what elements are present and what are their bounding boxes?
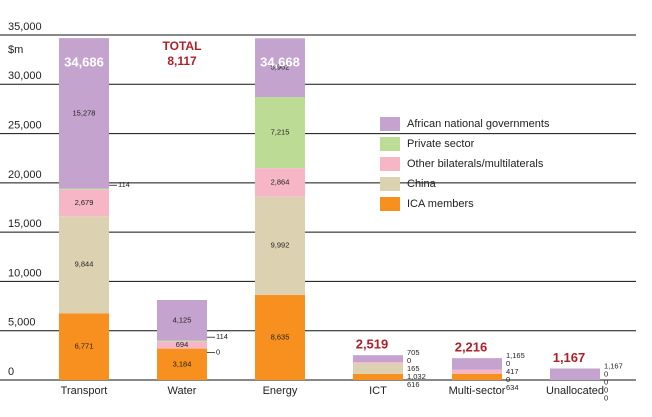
x-tick-label: Energy <box>263 385 298 397</box>
value-label: 6,771 <box>75 342 94 351</box>
value-label: 0 <box>604 377 608 386</box>
bar-segment <box>157 340 207 342</box>
value-label: 0 <box>506 359 510 368</box>
legend-label: ICA members <box>407 198 474 210</box>
y-tick-label: 30,000 <box>8 70 42 82</box>
value-label: 0 <box>216 348 220 357</box>
value-label: 8,635 <box>271 332 290 341</box>
value-label: 15,278 <box>73 108 96 117</box>
legend-label: China <box>407 178 437 190</box>
bar-segment <box>353 373 403 380</box>
y-tick-label: 35,000 <box>8 21 42 33</box>
bar-segment <box>59 188 109 190</box>
y-tick-label: 25,000 <box>8 119 42 131</box>
value-label: 1,165 <box>506 351 525 360</box>
bar-segment <box>255 196 305 295</box>
value-label: 616 <box>407 380 420 389</box>
bar-segment <box>59 313 109 380</box>
value-label: 0 <box>604 385 608 394</box>
bar-segment <box>157 299 207 341</box>
bar-segment <box>157 348 207 380</box>
total-caption: TOTAL <box>163 39 202 53</box>
x-tick-label: Unallocated <box>546 385 604 397</box>
value-label: 417 <box>506 367 519 376</box>
bar-segment <box>452 369 502 374</box>
bar-segment <box>452 358 502 370</box>
bar-segment <box>59 189 109 217</box>
value-label: 7,215 <box>271 128 290 137</box>
total-label: 1,167 <box>553 350 586 365</box>
y-tick-label: 20,000 <box>8 169 42 181</box>
value-label: 705 <box>407 348 420 357</box>
x-tick-label: Multi-sector <box>449 385 506 397</box>
bar-segment <box>353 355 403 363</box>
total-label: 34,686 <box>64 55 104 70</box>
bar-segment <box>255 294 305 380</box>
value-label: 114 <box>118 180 130 189</box>
legend-swatch <box>380 197 400 211</box>
value-label: 0 <box>506 375 510 384</box>
value-label: 634 <box>506 383 519 392</box>
value-label: 2,864 <box>271 177 290 186</box>
value-label: 114 <box>216 332 228 341</box>
total-label: 2,216 <box>455 340 488 355</box>
bar-segment <box>353 362 403 364</box>
legend-swatch <box>380 157 400 171</box>
value-label: 0 <box>407 356 411 365</box>
bar-segment <box>157 341 207 349</box>
value-label: 0 <box>604 369 608 378</box>
y-tick-label: 15,000 <box>8 218 42 230</box>
value-label: 1,167 <box>604 361 623 370</box>
value-label: 694 <box>176 340 189 349</box>
value-label: 5,962 <box>271 63 290 72</box>
bar-segment <box>353 363 403 374</box>
x-tick-label: Transport <box>61 385 108 397</box>
y-tick-label: 5,000 <box>8 317 36 329</box>
total-label: 34,668 <box>260 55 300 70</box>
value-label: 9,844 <box>75 260 94 269</box>
value-label: 0 <box>604 393 608 402</box>
value-label: 2,679 <box>75 198 94 207</box>
x-tick-label: Water <box>168 385 197 397</box>
bar-segment <box>59 38 109 189</box>
y-tick-label: 0 <box>8 366 14 378</box>
bar-segment <box>550 368 600 380</box>
total-label: 8,117 <box>167 54 197 68</box>
bar-segment <box>255 38 305 98</box>
legend-swatch <box>380 177 400 191</box>
legend-swatch <box>380 137 400 151</box>
bar-segment <box>255 97 305 169</box>
y-tick-label: 10,000 <box>8 267 42 279</box>
value-label: 165 <box>407 364 420 373</box>
y-unit: $m <box>8 44 23 56</box>
bar-segment <box>452 373 502 380</box>
total-label: 2,519 <box>356 337 389 352</box>
value-label: 9,992 <box>271 241 290 250</box>
legend-label: Private sector <box>407 138 475 150</box>
value-label: 4,125 <box>173 315 192 324</box>
legend-label: Other bilaterals/multilaterals <box>407 158 544 170</box>
value-label: 1,032 <box>407 372 426 381</box>
legend-swatch <box>380 117 400 131</box>
x-tick-label: ICT <box>369 385 387 397</box>
value-label: 3,184 <box>173 359 192 368</box>
bar-segment <box>255 168 305 197</box>
bar-segment <box>59 216 109 314</box>
legend-label: African national governments <box>407 118 550 130</box>
